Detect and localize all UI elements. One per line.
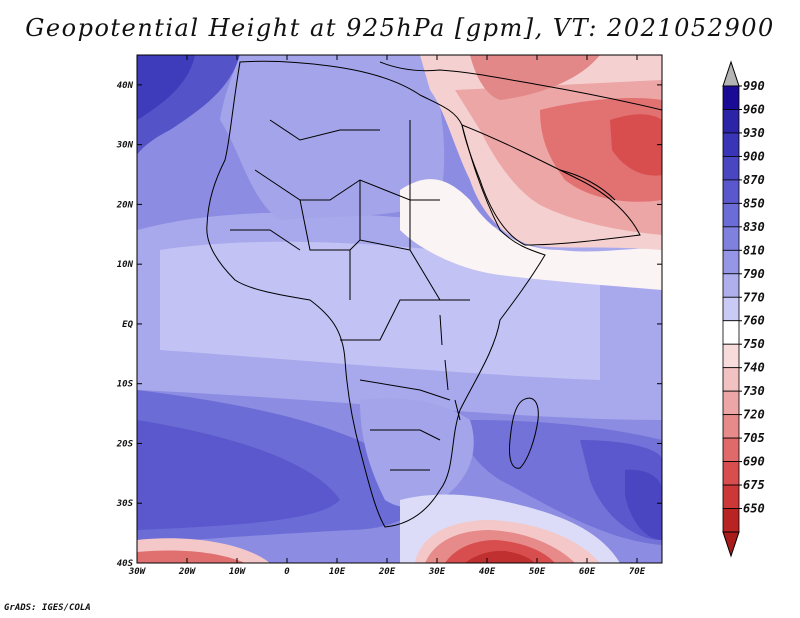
colorbar-swatch (722, 109, 740, 134)
colorbar-over-arrow (722, 60, 740, 87)
lat-label: 40S (117, 559, 134, 569)
colorbar-swatch (722, 414, 740, 439)
colorbar-label: 900 (743, 149, 765, 163)
colorbar-label: 790 (743, 267, 765, 281)
map-frame (136, 54, 663, 564)
colorbar-label: 960 (743, 102, 765, 116)
colorbar-label: 810 (743, 243, 765, 257)
colorbar-swatch (722, 461, 740, 486)
colorbar: 990 960 930 900 870 850 830 810 790 770 760 750 740 7… (722, 60, 765, 558)
colorbar-swatch (722, 179, 740, 204)
colorbar-swatch (722, 85, 740, 110)
colorbar-swatch (722, 226, 740, 251)
lat-label: 10S (117, 380, 134, 390)
colorbar-swatch (722, 249, 740, 275)
lat-label: 10N (117, 260, 134, 270)
lat-label: 20N (116, 200, 134, 210)
lon-label: 60E (579, 567, 596, 577)
colorbar-swatch (722, 132, 740, 157)
colorbar-label: 750 (743, 337, 765, 351)
lat-label: 40N (117, 81, 134, 91)
colorbar-swatch (722, 367, 740, 392)
lat-axis: 40N 30N 20N 10N EQ 10S 20S 30S 40S (116, 81, 662, 569)
colorbar-under-arrow (722, 531, 740, 558)
colorbar-label: 690 (743, 455, 765, 469)
lat-label: 20S (116, 439, 134, 449)
colorbar-label: 830 (743, 220, 765, 234)
footer-credit: GrADS: IGES/COLA (4, 603, 91, 613)
colorbar-label: 740 (743, 361, 765, 375)
lon-label: 30E (428, 567, 446, 577)
height-field (137, 55, 662, 563)
lon-label: 0 (284, 567, 290, 577)
lat-label: 30N (116, 141, 134, 151)
colorbar-swatch (722, 296, 740, 322)
lon-label: 10E (329, 567, 346, 577)
map-title: Geopotential Height at 925hPa [gpm], VT:… (25, 14, 775, 42)
colorbar-swatch (722, 156, 740, 181)
colorbar-label: 720 (743, 408, 765, 422)
lat-label: 30S (116, 499, 134, 509)
colorbar-swatch (722, 202, 740, 228)
colorbar-label: 705 (743, 431, 765, 445)
lat-label: EQ (122, 320, 133, 330)
colorbar-swatch (722, 437, 740, 462)
colorbar-label: 770 (743, 290, 765, 304)
colorbar-swatch (722, 320, 740, 345)
lon-label: 30W (128, 567, 147, 577)
colorbar-swatch (722, 343, 740, 369)
coastlines (206, 60, 662, 528)
lon-label: 70E (629, 567, 646, 577)
colorbar-label: 870 (743, 173, 765, 187)
lon-axis: 30W 20W 10W 0 10E 20E 30E 40E 50E 60E 70E (128, 55, 646, 577)
colorbar-swatch (722, 484, 740, 509)
colorbar-label: 675 (743, 478, 765, 492)
lon-label: 10W (229, 567, 247, 577)
colorbar-label: 930 (743, 126, 765, 140)
colorbar-swatch (722, 508, 740, 533)
colorbar-label: 990 (743, 79, 765, 93)
colorbar-label: 850 (743, 196, 765, 210)
colorbar-label: 650 (743, 502, 765, 516)
colorbar-label: 730 (743, 384, 765, 398)
lon-label: 20W (178, 567, 197, 577)
lon-label: 50E (529, 567, 546, 577)
colorbar-swatch (722, 273, 740, 298)
colorbar-swatch (722, 390, 740, 416)
lon-label: 20E (378, 567, 396, 577)
lon-label: 40E (479, 567, 496, 577)
colorbar-label: 760 (743, 314, 765, 328)
